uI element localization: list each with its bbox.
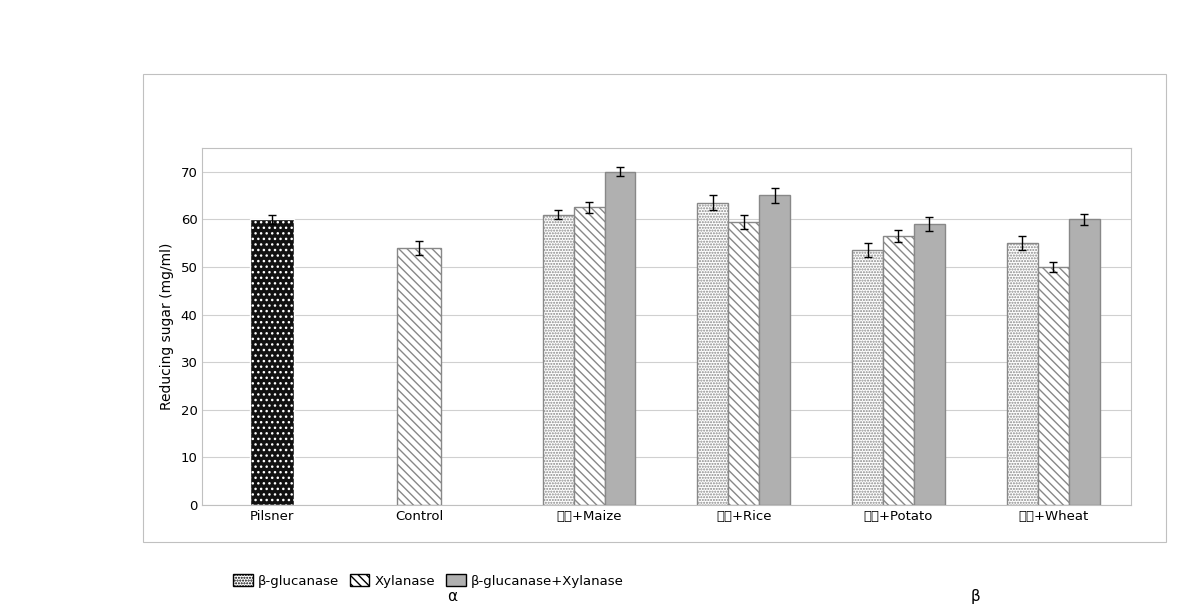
Bar [605, 172, 635, 505]
Bar [1038, 267, 1069, 505]
Bar [852, 250, 883, 505]
Bar [759, 195, 790, 505]
Bar [543, 214, 574, 505]
Bar [728, 222, 759, 505]
Bar [1007, 243, 1038, 505]
Bar [250, 219, 294, 505]
Legend: β-glucanase, Xylanase, β-glucanase+Xylanase: β-glucanase, Xylanase, β-glucanase+Xylan… [227, 569, 630, 593]
Bar [574, 208, 605, 505]
Text: α: α [447, 589, 457, 604]
Y-axis label: Reducing sugar (mg/ml): Reducing sugar (mg/ml) [159, 243, 174, 410]
Bar [883, 236, 914, 505]
Bar [1069, 219, 1100, 505]
Text: β: β [971, 589, 981, 604]
Bar [397, 248, 440, 505]
Bar [697, 203, 728, 505]
Bar [914, 224, 945, 505]
